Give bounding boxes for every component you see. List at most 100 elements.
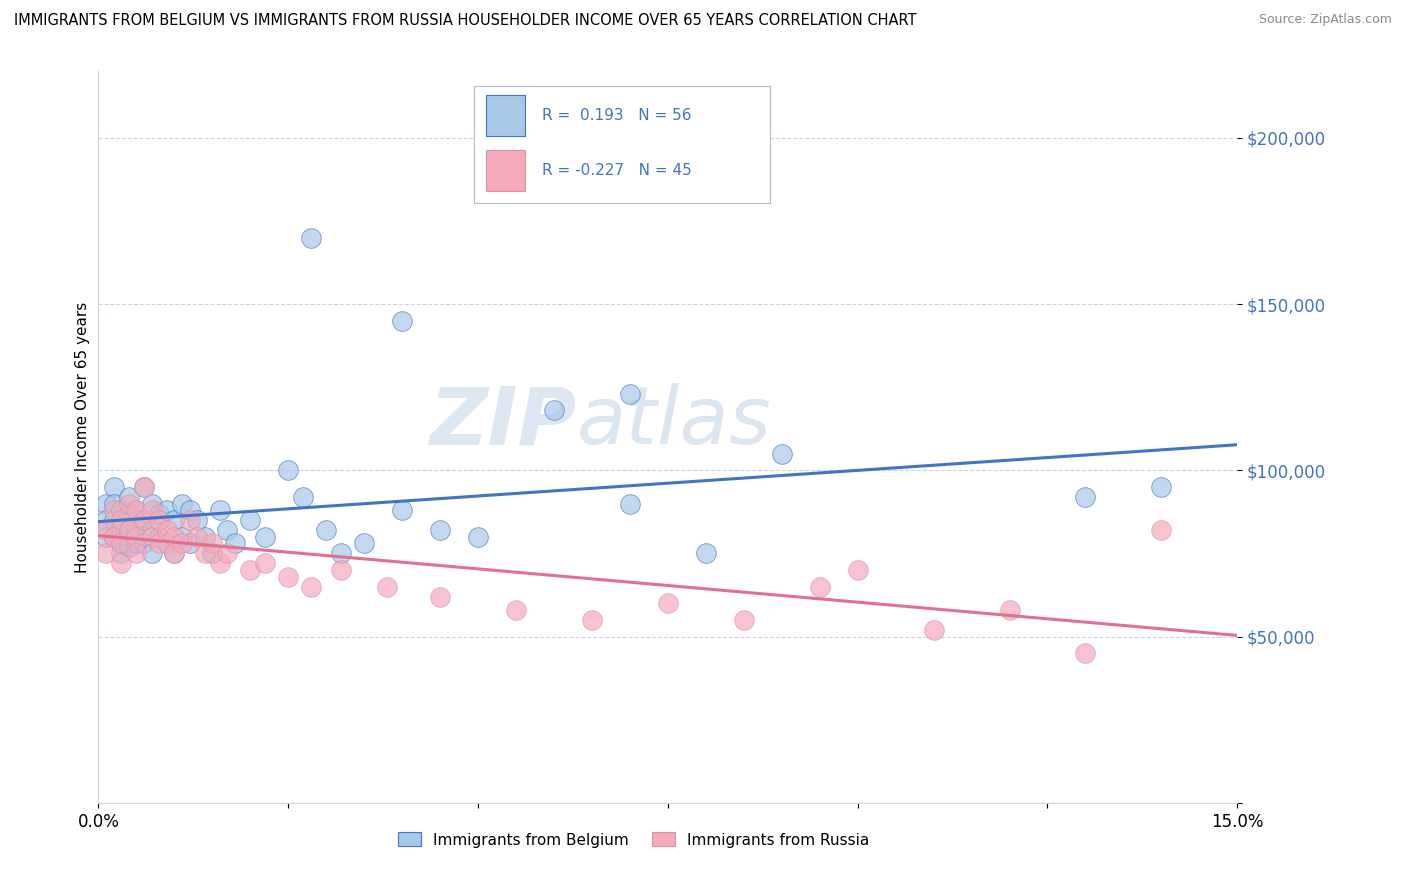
Point xyxy=(118,497,141,511)
Point xyxy=(922,623,945,637)
Point xyxy=(543,403,565,417)
Point xyxy=(254,557,277,571)
Point xyxy=(103,497,125,511)
Point xyxy=(125,503,148,517)
Point xyxy=(299,230,322,244)
Point xyxy=(217,523,239,537)
Point xyxy=(148,507,170,521)
Point xyxy=(163,546,186,560)
Point xyxy=(110,520,132,534)
Point xyxy=(148,513,170,527)
Point xyxy=(94,530,117,544)
Point xyxy=(208,503,231,517)
Text: atlas: atlas xyxy=(576,384,772,461)
Point xyxy=(1074,490,1097,504)
Point xyxy=(201,536,224,550)
Point xyxy=(103,530,125,544)
Point xyxy=(391,503,413,517)
Point xyxy=(156,503,179,517)
Point xyxy=(770,447,793,461)
Point xyxy=(277,463,299,477)
Point xyxy=(315,523,337,537)
Point xyxy=(467,530,489,544)
Point xyxy=(148,530,170,544)
Point xyxy=(103,503,125,517)
Point xyxy=(132,480,155,494)
Point xyxy=(132,513,155,527)
Point xyxy=(118,523,141,537)
Point xyxy=(156,523,179,537)
Point xyxy=(125,546,148,560)
Text: Source: ZipAtlas.com: Source: ZipAtlas.com xyxy=(1258,13,1392,27)
Point xyxy=(217,546,239,560)
Point xyxy=(391,314,413,328)
Point xyxy=(194,546,217,560)
Point xyxy=(170,530,193,544)
Point xyxy=(141,503,163,517)
Point xyxy=(299,580,322,594)
Point xyxy=(998,603,1021,617)
Point xyxy=(132,513,155,527)
Point xyxy=(94,513,117,527)
Point xyxy=(581,613,603,627)
Point xyxy=(110,503,132,517)
Point xyxy=(125,503,148,517)
Point xyxy=(94,523,117,537)
Point xyxy=(330,546,353,560)
Legend: Immigrants from Belgium, Immigrants from Russia: Immigrants from Belgium, Immigrants from… xyxy=(392,826,876,854)
Point xyxy=(103,480,125,494)
Point xyxy=(292,490,315,504)
Point xyxy=(94,497,117,511)
Point xyxy=(277,570,299,584)
Point xyxy=(156,536,179,550)
Point xyxy=(141,497,163,511)
Point xyxy=(110,546,132,560)
Point xyxy=(163,546,186,560)
Point xyxy=(141,546,163,560)
Point xyxy=(695,546,717,560)
Point xyxy=(186,530,208,544)
Point xyxy=(186,513,208,527)
Point xyxy=(254,530,277,544)
Text: IMMIGRANTS FROM BELGIUM VS IMMIGRANTS FROM RUSSIA HOUSEHOLDER INCOME OVER 65 YEA: IMMIGRANTS FROM BELGIUM VS IMMIGRANTS FR… xyxy=(14,13,917,29)
Point xyxy=(179,513,201,527)
Point xyxy=(353,536,375,550)
Point xyxy=(194,530,217,544)
Point xyxy=(141,523,163,537)
Point xyxy=(110,557,132,571)
Point xyxy=(103,530,125,544)
Point xyxy=(118,523,141,537)
Point xyxy=(110,513,132,527)
Point xyxy=(118,540,141,554)
Point xyxy=(179,503,201,517)
Point xyxy=(239,513,262,527)
Point xyxy=(148,536,170,550)
Point xyxy=(179,536,201,550)
Point xyxy=(125,520,148,534)
Point xyxy=(125,530,148,544)
Point xyxy=(170,536,193,550)
Point xyxy=(1150,480,1173,494)
Point xyxy=(846,563,869,577)
Point xyxy=(208,557,231,571)
Point xyxy=(163,513,186,527)
Point xyxy=(733,613,755,627)
Point xyxy=(1150,523,1173,537)
Point xyxy=(224,536,246,550)
Point xyxy=(201,546,224,560)
Point xyxy=(505,603,527,617)
Point xyxy=(110,536,132,550)
Point xyxy=(163,530,186,544)
Point xyxy=(132,480,155,494)
Point xyxy=(141,530,163,544)
Point xyxy=(657,596,679,610)
Point xyxy=(110,536,132,550)
Point xyxy=(118,507,141,521)
Point xyxy=(330,563,353,577)
Y-axis label: Householder Income Over 65 years: Householder Income Over 65 years xyxy=(75,301,90,573)
Point xyxy=(619,497,641,511)
Point xyxy=(808,580,831,594)
Point xyxy=(375,580,398,594)
Point xyxy=(1074,646,1097,660)
Point xyxy=(103,513,125,527)
